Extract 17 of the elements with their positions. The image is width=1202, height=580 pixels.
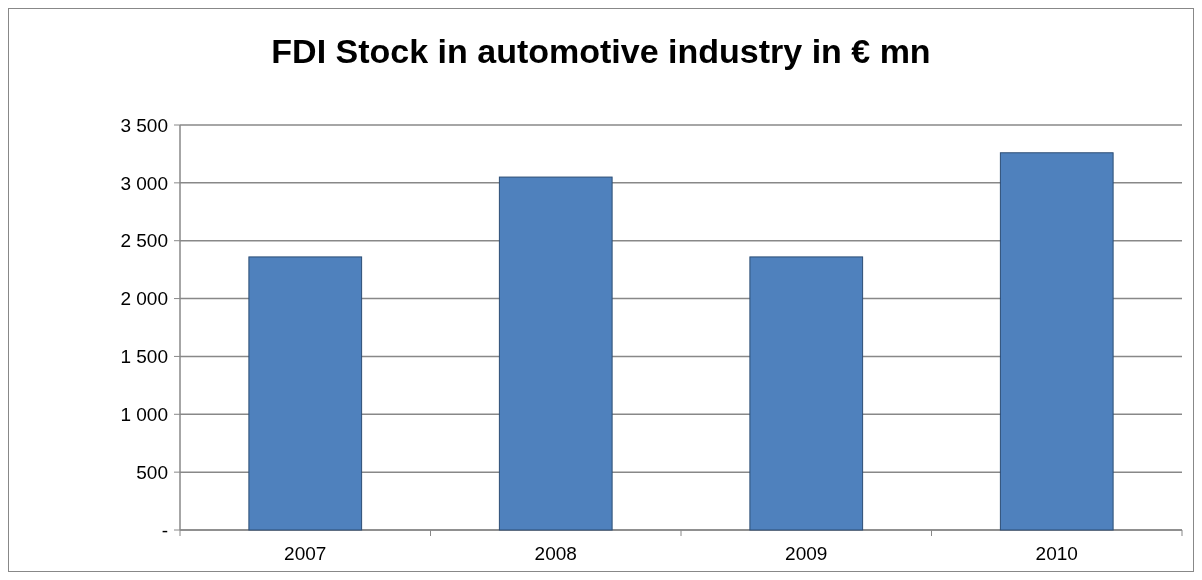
x-tick-label: 2010 [1035, 543, 1078, 564]
y-tick-label: 1 000 [120, 403, 168, 425]
y-tick-label: 1 500 [120, 346, 168, 368]
y-tick-label: 3 500 [120, 114, 168, 136]
x-tick-label: 2007 [284, 543, 327, 564]
x-tick-label: 2008 [534, 543, 577, 564]
bar [498, 176, 613, 531]
y-tick-label: - [161, 519, 168, 541]
bar [999, 152, 1114, 531]
bar [749, 256, 864, 531]
x-tick-label: 2009 [785, 543, 828, 564]
chart-title: FDI Stock in automotive industry in € mn [271, 32, 931, 70]
y-tick-label: 500 [136, 461, 168, 483]
y-tick-label: 2 500 [120, 230, 168, 252]
bar [248, 256, 363, 531]
y-tick-label: 2 000 [120, 288, 168, 310]
y-tick-label: 3 000 [120, 172, 168, 194]
